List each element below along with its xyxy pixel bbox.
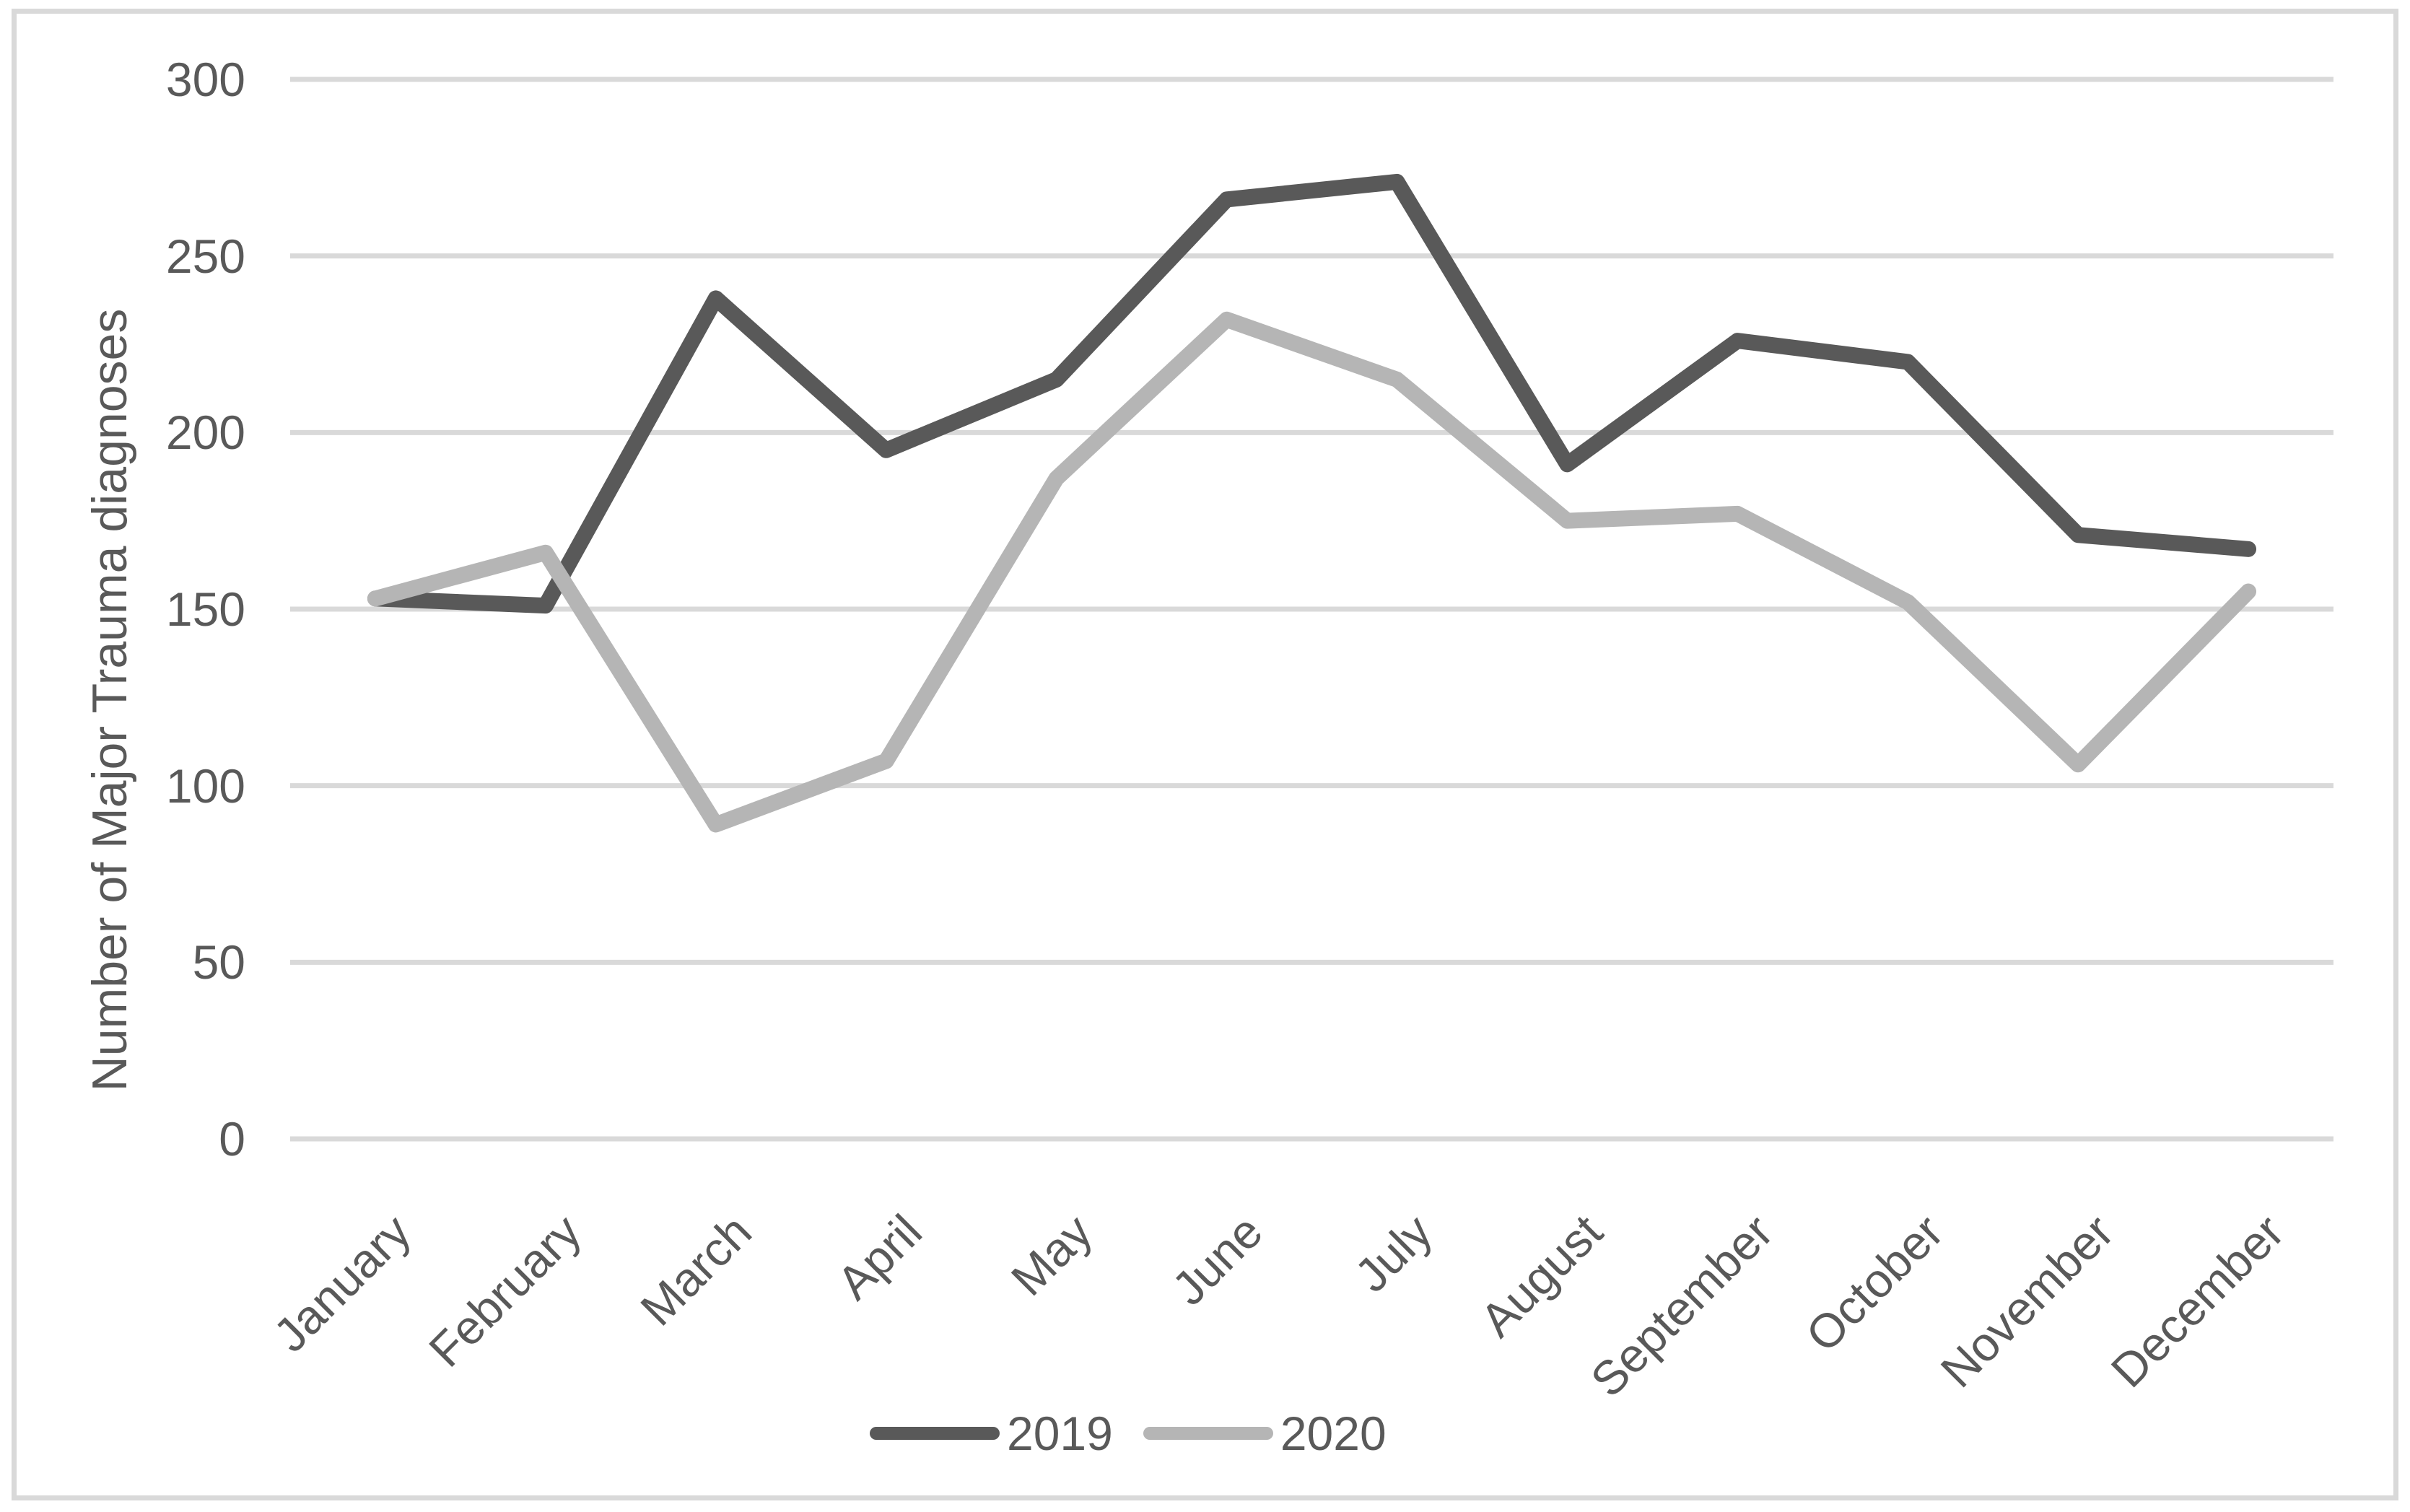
legend-swatch-2019: [870, 1427, 1000, 1440]
legend: 2019 2020: [870, 1406, 1387, 1461]
y-tick-label-300: 300: [165, 53, 245, 106]
series-line-2019: [367, 173, 2257, 614]
y-tick-label-100: 100: [165, 759, 245, 813]
series-line-2020: [367, 311, 2257, 833]
y-tick-label-150: 150: [165, 582, 245, 636]
y-tick-label-50: 50: [192, 935, 245, 989]
y-tick-label-0: 0: [219, 1112, 245, 1166]
legend-label-2019: 2019: [1007, 1407, 1113, 1460]
legend-item-2019: 2019: [870, 1410, 1113, 1457]
legend-label-2020: 2020: [1280, 1407, 1387, 1460]
figure-border: [12, 9, 2398, 1500]
legend-item-2020: 2020: [1143, 1410, 1387, 1457]
y-tick-label-200: 200: [165, 406, 245, 460]
legend-swatch-2020: [1143, 1427, 1273, 1440]
y-tick-label-250: 250: [165, 229, 245, 283]
